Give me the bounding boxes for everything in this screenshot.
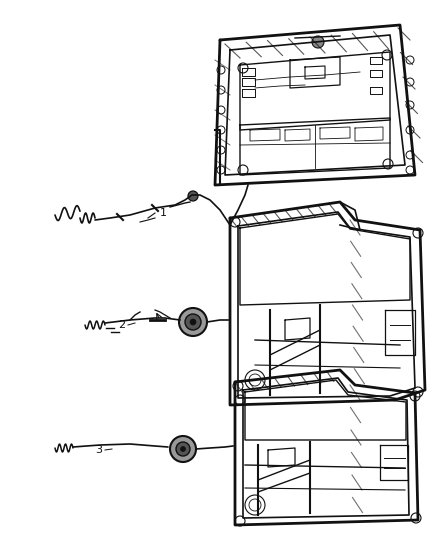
Circle shape	[185, 314, 201, 330]
Circle shape	[188, 191, 198, 201]
Text: 1: 1	[159, 208, 166, 218]
Circle shape	[179, 308, 207, 336]
Circle shape	[176, 442, 190, 456]
Circle shape	[180, 447, 186, 451]
Circle shape	[312, 36, 324, 48]
Text: 3: 3	[95, 445, 102, 455]
Circle shape	[170, 436, 196, 462]
Circle shape	[190, 319, 196, 325]
Text: 2: 2	[118, 320, 126, 330]
